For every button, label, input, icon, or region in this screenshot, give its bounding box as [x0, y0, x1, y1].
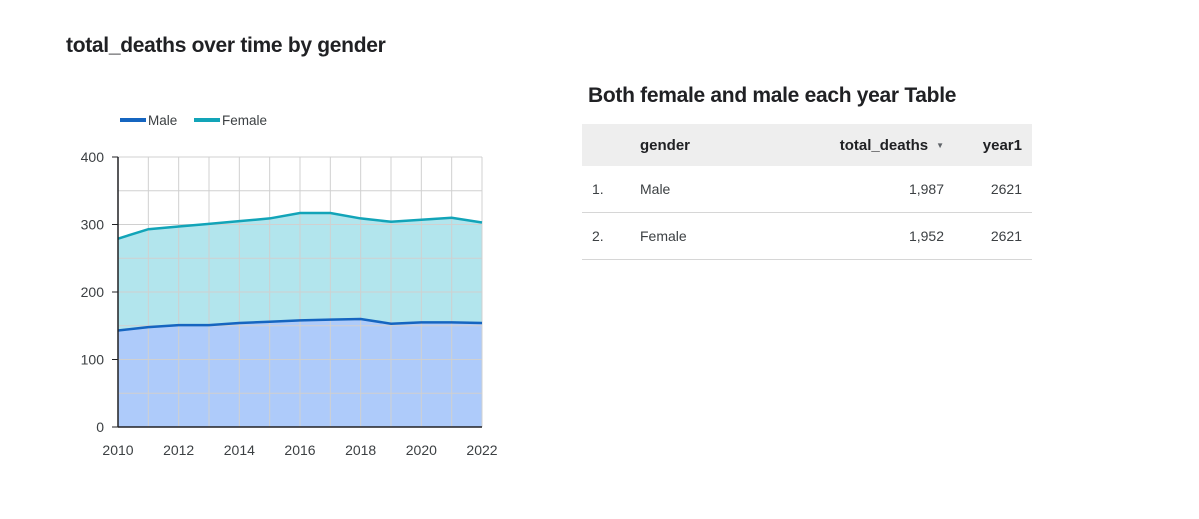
y-tick-label: 0	[96, 419, 104, 435]
x-tick-label: 2018	[345, 442, 376, 458]
y-tick-label: 400	[81, 149, 105, 165]
table-title: Both female and male each year Table	[588, 84, 957, 107]
x-tick-label: 2022	[466, 442, 497, 458]
row-year: 2621	[952, 212, 1032, 260]
series-line-male	[117, 317, 483, 332]
row-index: 1.	[582, 166, 640, 213]
table-row: 1. Male 1,987 2621	[582, 166, 1032, 213]
series-line-female	[117, 211, 483, 240]
data-table: gender total_deaths ▼ year1 1. Male 1,987…	[582, 124, 1032, 260]
header-total-deaths[interactable]: total_deaths ▼	[790, 124, 952, 166]
header-index	[582, 124, 640, 166]
area-chart: 0 100 200 300 400 2010 2012 2014 2016 2018 2020 202…	[81, 113, 498, 458]
row-index: 2.	[582, 212, 640, 260]
y-tick-label: 200	[81, 284, 105, 300]
x-tick-label: 2016	[284, 442, 315, 458]
x-tick-label: 2012	[163, 442, 194, 458]
sort-descending-icon[interactable]: ▼	[936, 141, 944, 151]
row-gender: Male	[640, 166, 790, 213]
table-row: 2. Female 1,952 2621	[582, 212, 1032, 260]
header-gender[interactable]: gender	[640, 124, 790, 166]
header-year[interactable]: year1	[952, 124, 1032, 166]
row-total-deaths: 1,952	[790, 212, 952, 260]
x-tick-label: 2010	[102, 442, 133, 458]
x-tick-label: 2014	[224, 442, 255, 458]
row-year: 2621	[952, 166, 1032, 213]
row-total-deaths: 1,987	[790, 166, 952, 213]
x-tick-label: 2020	[406, 442, 437, 458]
legend-swatch-female	[194, 118, 220, 122]
table-header-row: gender total_deaths ▼ year1	[582, 124, 1032, 166]
chart-title: total_deaths over time by gender	[66, 34, 386, 57]
y-tick-label: 300	[81, 217, 105, 233]
row-gender: Female	[640, 212, 790, 260]
header-total-deaths-label: total_deaths	[839, 136, 929, 154]
legend-label-female: Female	[222, 113, 267, 128]
legend-label-male: Male	[148, 113, 177, 128]
y-tick-label: 100	[81, 352, 105, 368]
legend-swatch-male	[120, 118, 146, 122]
